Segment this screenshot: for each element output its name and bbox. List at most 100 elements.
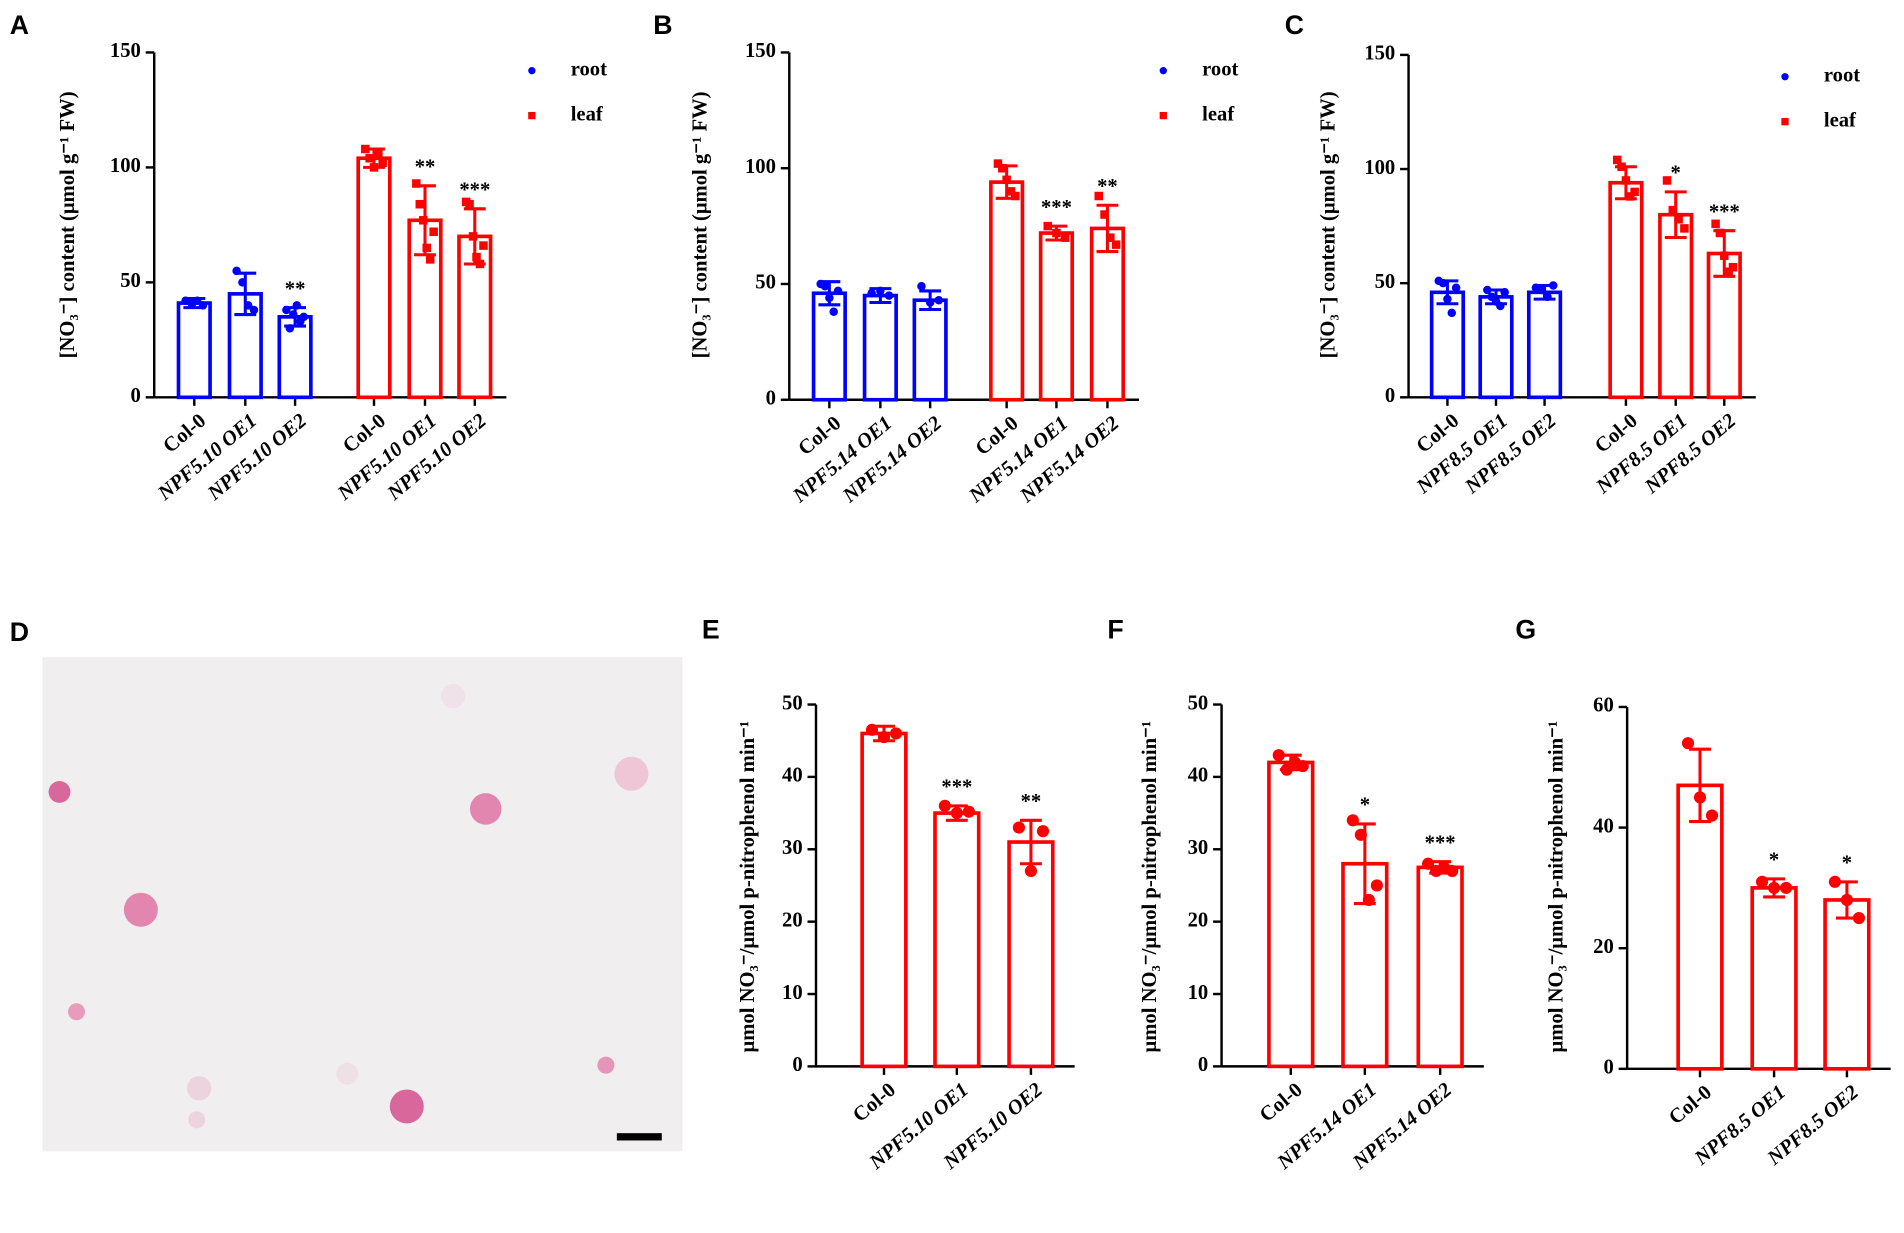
data-point [1674,215,1683,224]
data-point [1630,187,1639,197]
data-point [1443,294,1452,304]
data-point [419,216,428,225]
data-point [1840,893,1853,907]
bar [862,293,898,402]
data-point [1543,292,1552,302]
bar [989,180,1025,402]
x-tick-label: Col-0 [1665,1081,1716,1129]
data-point [1668,205,1678,215]
data-point [468,232,478,241]
legend-marker [1159,111,1167,120]
panel-label: G [1515,615,1536,645]
data-point [1100,210,1109,219]
y-tick-label: 50 [755,272,776,294]
y-axis-label: μmol NO₃⁻/μmol p-nitrophenol min⁻¹ [1546,721,1568,1053]
legend-marker [1781,118,1789,126]
data-point [1549,281,1558,290]
y-tick-label: 150 [110,40,141,62]
data-point [1626,192,1635,201]
data-point [378,158,387,168]
data-point [282,305,291,315]
data-point [1012,821,1025,834]
data-point [1296,759,1309,773]
bar [1676,783,1724,1071]
data-point [374,149,383,158]
data-point [1621,176,1631,185]
y-tick-label: 40 [1593,815,1614,837]
y-tick-label: 100 [110,155,141,177]
x-tick-label: Col-0 [1256,1079,1307,1127]
legend-label: root [571,58,607,80]
error-bar [1664,190,1687,240]
legend-marker [1159,67,1167,75]
y-axis-label: [NO₃⁻] content (μmol g⁻¹ FW) [57,91,79,358]
data-point [475,259,485,269]
y-tick-label: 0 [1385,385,1395,407]
significance: * [1671,163,1681,185]
data-point [1612,155,1622,165]
data-point [1094,191,1103,201]
data-point [1354,828,1367,841]
data-point [950,807,963,820]
y-tick-label: 20 [1188,909,1209,931]
bar [860,731,908,1069]
data-point [1446,864,1459,878]
y-tick-label: 10 [782,982,803,1004]
data-point [1500,288,1509,297]
panel-label: A [10,10,29,40]
significance: * [1842,853,1852,875]
bar [1007,840,1055,1069]
data-point [1681,737,1695,750]
data-point [1828,875,1841,888]
bar [176,301,212,400]
data-point [1011,191,1020,201]
bar [277,315,313,400]
bar [811,291,847,402]
y-tick-label: 0 [766,387,776,409]
error-bar [1689,747,1711,824]
data-point [1693,791,1707,804]
y-tick-label: 150 [745,40,776,62]
panel-label: E [702,615,720,645]
bar [1089,226,1126,402]
y-tick-label: 150 [1364,43,1395,65]
data-point [833,286,843,296]
data-point [232,266,241,276]
data-point [1780,881,1793,894]
data-point [1852,911,1866,925]
data-point [365,153,374,163]
significance: *** [1425,832,1456,854]
data-point [1537,285,1546,295]
legend-label: root [1202,58,1238,80]
data-point [1438,278,1448,288]
data-point [243,301,253,310]
data-point [938,799,951,812]
significance: ** [415,157,436,179]
data-point [1280,763,1293,776]
significance: ** [1097,176,1118,198]
data-point [415,199,425,209]
y-tick-label: 0 [131,385,141,407]
legend-label: leaf [571,103,604,125]
data-point [1705,809,1719,822]
data-point [1617,162,1626,172]
y-tick-label: 40 [782,765,803,787]
data-point [198,301,208,310]
y-axis-label: [NO₃⁻] content (μmol g⁻¹ FW) [1317,91,1339,358]
legend-marker [1781,73,1789,81]
data-point [876,286,885,296]
data-point [412,179,421,188]
significance: *** [1041,197,1072,219]
data-point [1024,864,1037,878]
y-tick-label: 50 [782,692,803,714]
bar [1823,898,1871,1071]
legend-marker [528,111,536,120]
bar [356,156,392,400]
significance: ** [285,278,306,300]
significance: *** [941,777,972,799]
micrograph [42,657,683,1152]
data-point [1346,814,1359,827]
data-point [820,282,830,291]
data-point [1768,881,1781,894]
